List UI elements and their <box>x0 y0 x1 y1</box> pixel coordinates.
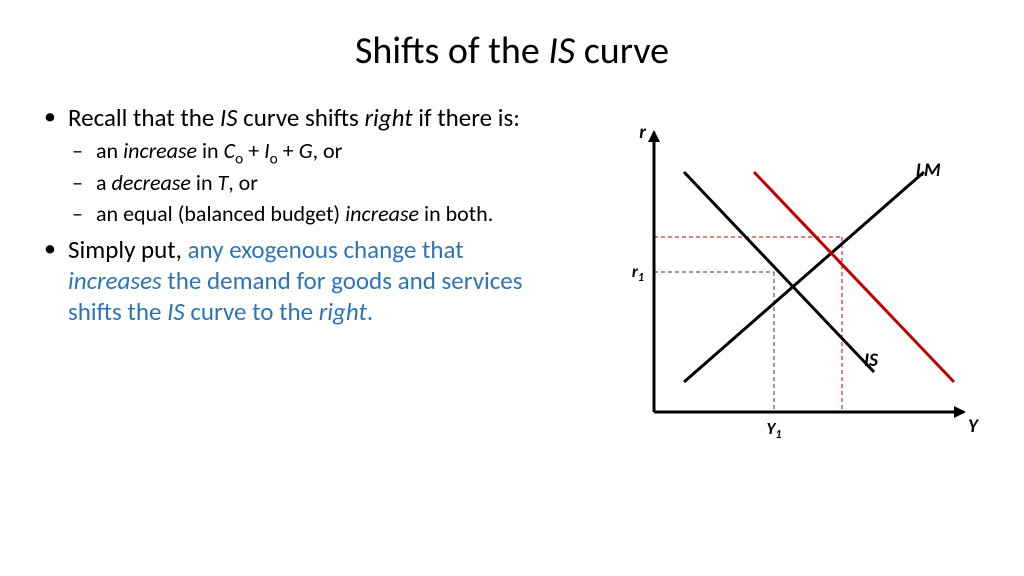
svg-text:IS: IS <box>864 349 879 372</box>
s1-suf: , or <box>313 137 343 164</box>
b2-blue3: curve to the <box>185 296 319 327</box>
s2-decrease: decrease <box>112 169 191 196</box>
sub-bullet-2: a decrease in T, or <box>68 169 554 197</box>
chart-column: r Y LM IS r1 Y1 <box>564 102 984 482</box>
s1-o2: o <box>270 150 278 169</box>
svg-text:Y1: Y1 <box>767 418 782 442</box>
s2-t: T <box>217 169 228 196</box>
b1-suf: if there is: <box>413 102 520 133</box>
s1-mid: in <box>197 137 224 164</box>
slide: Shifts of the IS curve Recall that the I… <box>0 0 1024 576</box>
s1-plus1: + <box>243 137 264 164</box>
is-lm-chart: r Y LM IS r1 Y1 <box>584 112 984 452</box>
b2-pre: Simply put, <box>68 234 188 265</box>
b2-blue-is: IS <box>167 296 185 327</box>
title-prefix: Shifts of the <box>355 28 548 74</box>
s3-suf: in both. <box>419 200 493 227</box>
sub-bullet-list: an increase in Co + Io + G, or a decreas… <box>68 137 554 228</box>
sub-bullet-3: an equal (balanced budget) increase in b… <box>68 200 554 228</box>
svg-text:LM: LM <box>916 159 941 182</box>
sub-bullet-1: an increase in Co + Io + G, or <box>68 137 554 165</box>
b1-pre: Recall that the <box>68 102 220 133</box>
s3-pre: an equal (balanced budget) <box>96 200 345 227</box>
svg-text:r1: r1 <box>632 261 644 285</box>
s1-plus2: + <box>278 137 299 164</box>
b1-right: right <box>364 102 412 133</box>
b2-blue-increases: increases <box>68 265 162 296</box>
b2-blue-right: right <box>319 296 367 327</box>
bullet-2: Simply put, any exogenous change that in… <box>40 234 554 328</box>
s3-increase: increase <box>345 200 419 227</box>
title-italic: IS <box>548 28 575 74</box>
b1-is: IS <box>220 102 238 133</box>
slide-title: Shifts of the IS curve <box>40 28 984 74</box>
s1-o1: o <box>235 150 243 169</box>
b2-blue4: . <box>367 296 373 327</box>
content-row: Recall that the IS curve shifts right if… <box>40 102 984 482</box>
lm-curve <box>684 172 924 382</box>
s1-g: G <box>299 137 313 164</box>
s2-mid: in <box>191 169 218 196</box>
s2-pre: a <box>96 169 112 196</box>
b2-blue1: any exogenous change that <box>188 234 464 265</box>
s1-c: C <box>224 137 236 164</box>
s1-pre: an <box>96 137 123 164</box>
svg-text:r: r <box>639 121 646 144</box>
bullet-1: Recall that the IS curve shifts right if… <box>40 102 554 228</box>
s2-suf: , or <box>228 169 258 196</box>
title-suffix: curve <box>575 28 669 74</box>
b1-mid: curve shifts <box>238 102 365 133</box>
text-column: Recall that the IS curve shifts right if… <box>40 102 564 482</box>
s1-increase: increase <box>123 137 197 164</box>
svg-text:Y: Y <box>968 415 980 438</box>
bullet-list: Recall that the IS curve shifts right if… <box>40 102 554 328</box>
